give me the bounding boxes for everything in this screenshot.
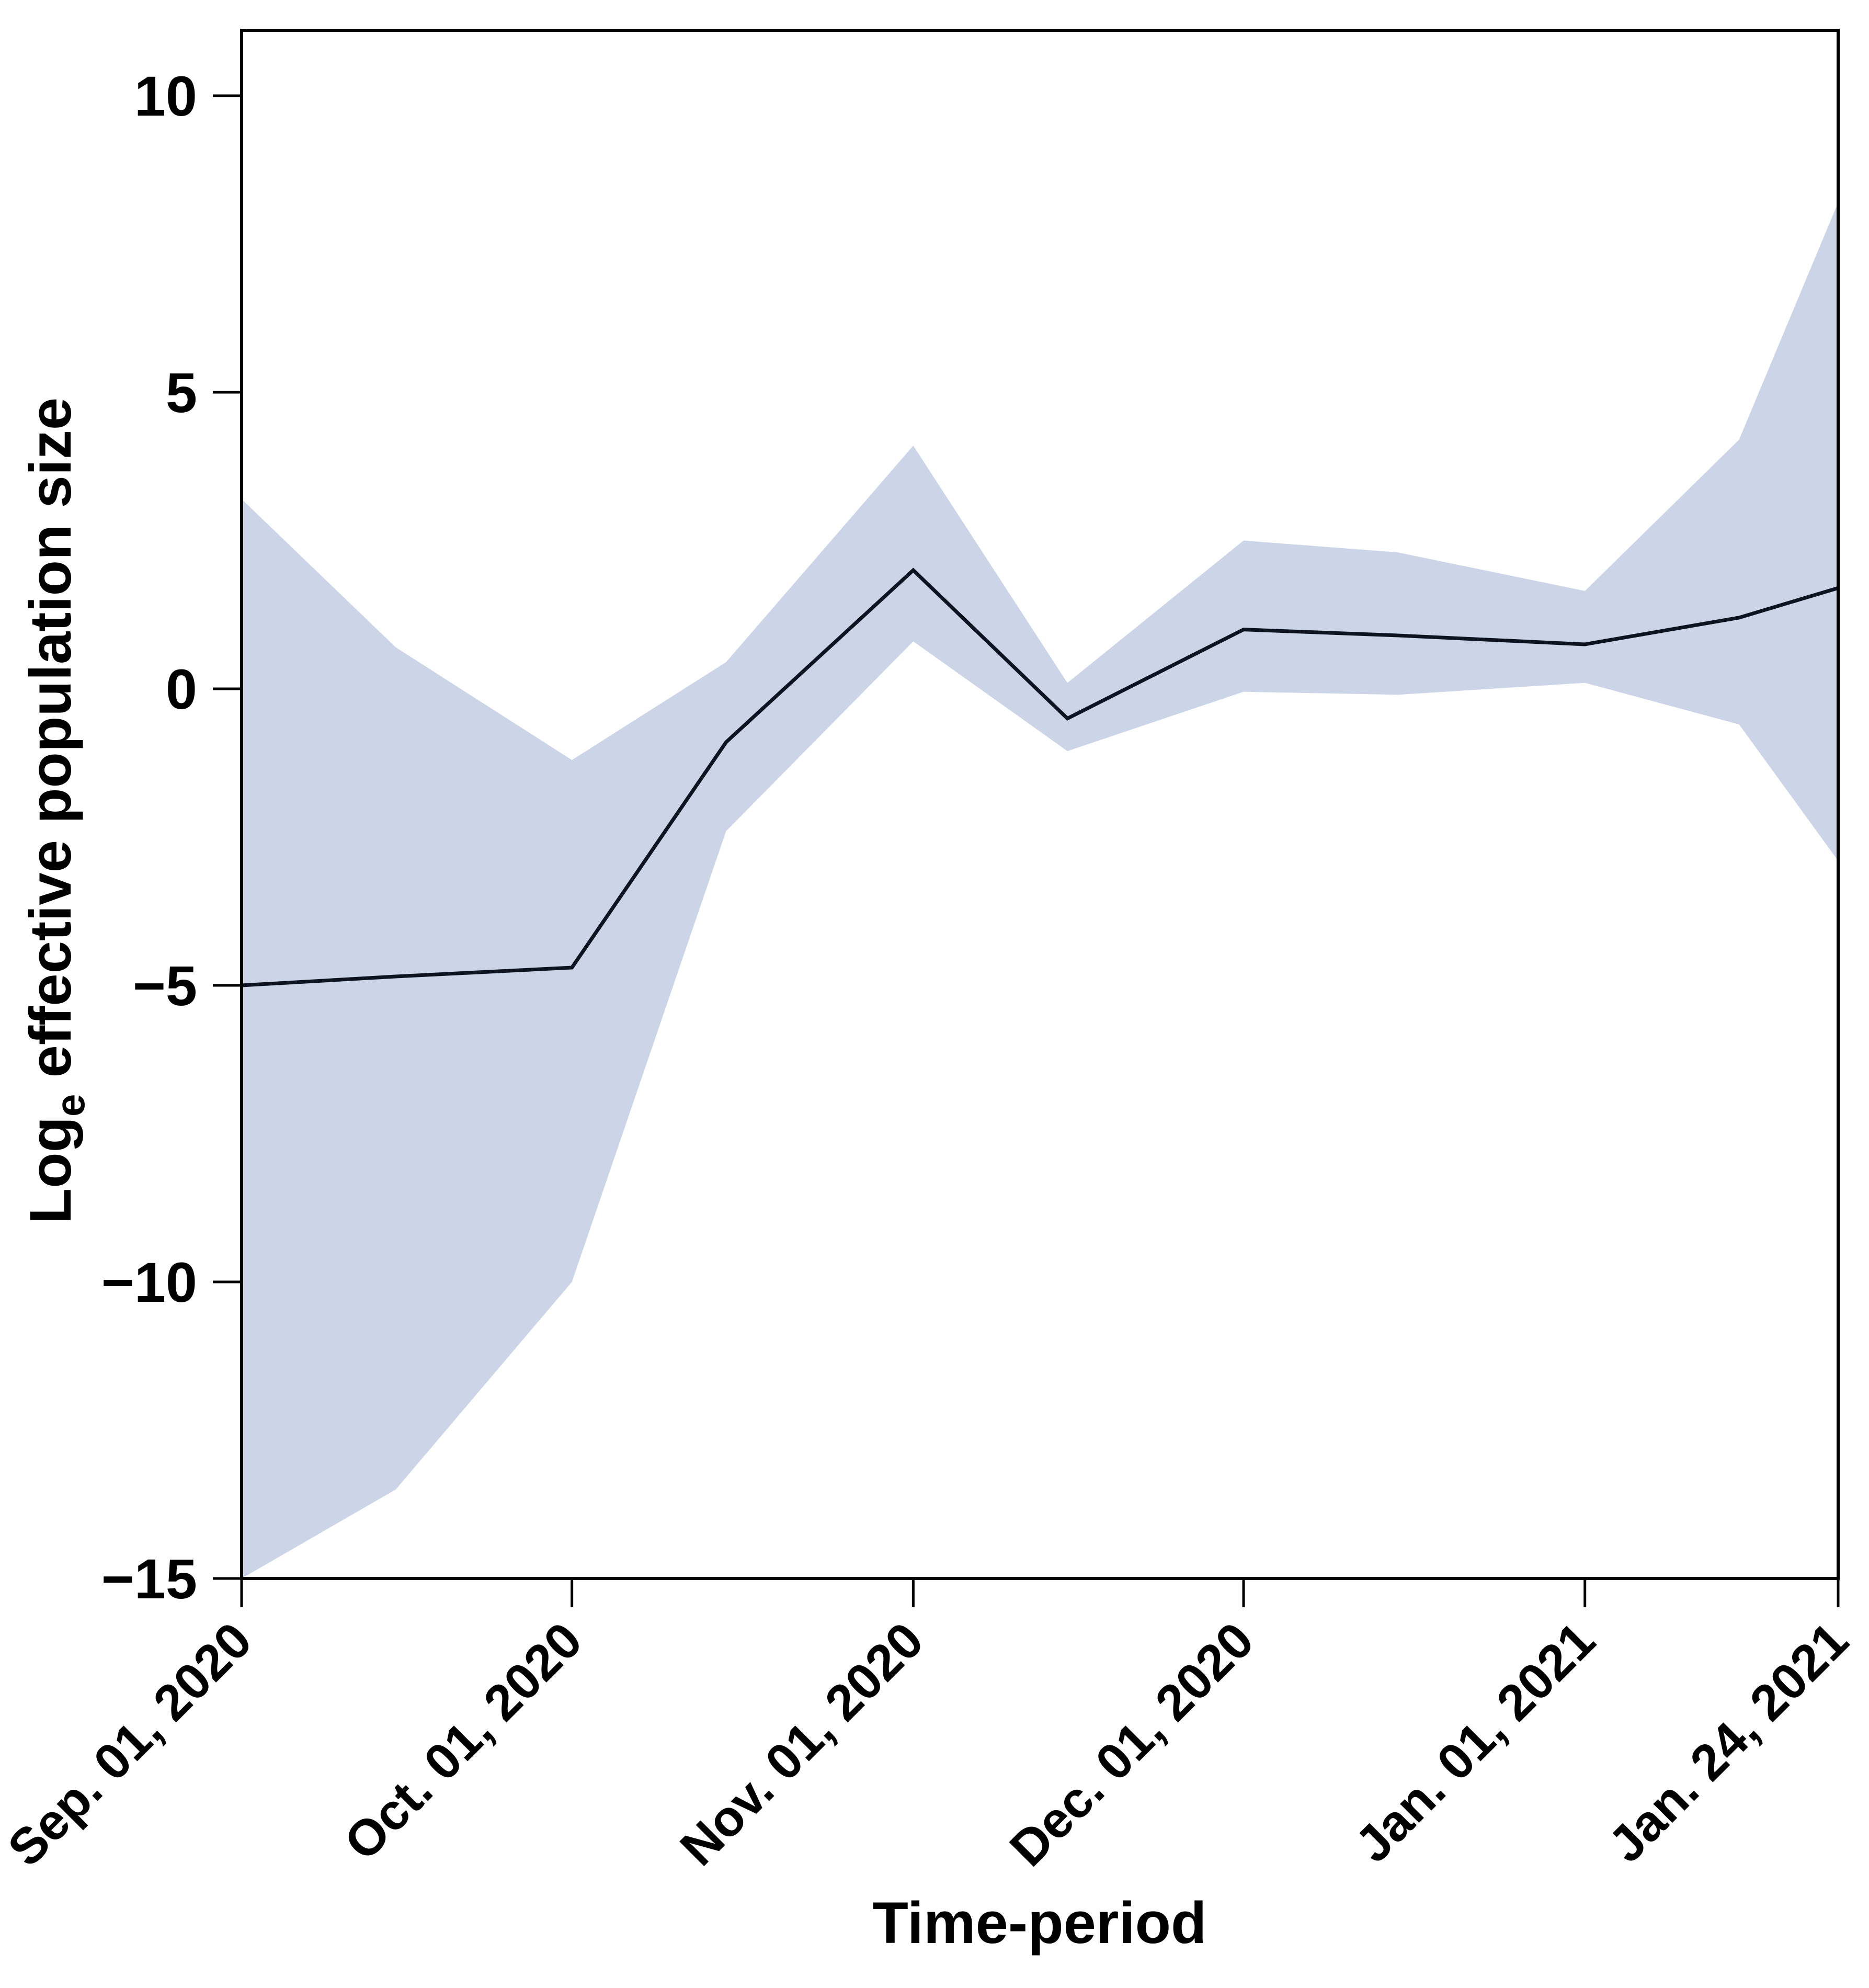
line-group (241, 567, 1839, 987)
x-axis-title: Time-period (873, 1890, 1207, 1956)
y-tick-label: 0 (166, 657, 197, 721)
hpd-interval-band (242, 202, 1838, 1578)
y-axis-title-sub: e (47, 1094, 93, 1117)
y-axis-ticks: 10 5 0 −5 −10 −15 (101, 64, 242, 1610)
y-tick-label: 10 (134, 64, 197, 128)
plot-frame (240, 29, 1840, 1580)
y-tick-label: −5 (133, 954, 197, 1017)
y-tick-label: −10 (101, 1251, 197, 1314)
y-axis-title: Loge effective population size (18, 397, 93, 1224)
y-tick-label: −15 (101, 1547, 197, 1610)
y-tick-label: 5 (166, 361, 197, 424)
band-group (242, 202, 1838, 1578)
y-axis-title-post: effective population size (18, 397, 83, 1094)
median-line (241, 567, 1839, 987)
y-axis-title-pre: Log (18, 1117, 83, 1224)
